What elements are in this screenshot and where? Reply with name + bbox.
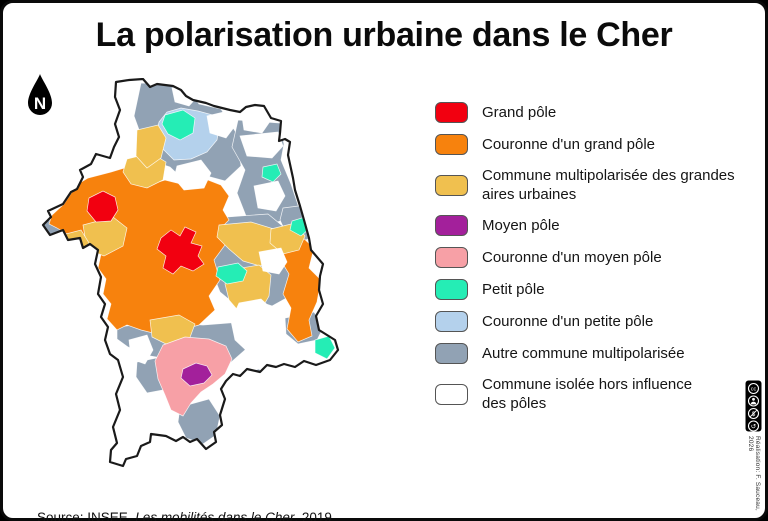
region-isolee (173, 159, 212, 191)
legend-item: Moyen pôle (435, 215, 737, 236)
legend-swatch (435, 383, 468, 405)
legend-swatch (435, 247, 468, 268)
nc-dollar-icon (747, 407, 760, 420)
legend-swatch (435, 343, 468, 364)
region-moyen-pole (180, 362, 213, 387)
region-isolee (239, 131, 284, 159)
legend-swatch (435, 279, 468, 300)
legend-swatch (435, 311, 468, 332)
cher-map (41, 78, 340, 468)
legend-swatch (435, 174, 468, 196)
legend-swatch (435, 134, 468, 155)
legend-label: Commune isolée hors influence des pôles (482, 376, 693, 412)
region-isolee (258, 247, 288, 275)
legend-swatch (435, 215, 468, 236)
page-title: La polarisation urbaine dans le Cher (95, 16, 673, 54)
by-person-icon (747, 395, 760, 407)
region-isolee (206, 110, 236, 139)
legend-label: Couronne d'un grand pôle (482, 136, 655, 153)
credit-text: Réalisation: F. Sauceau, 2026 (747, 436, 761, 511)
north-arrow-icon: N (28, 74, 52, 115)
source-publication: Les mobilités dans le Cher (135, 509, 295, 521)
region-grand-pole (86, 190, 119, 223)
communes-layer (43, 82, 336, 445)
svg-text:$: $ (752, 412, 756, 418)
region-isolee (253, 180, 286, 212)
region-petit-pole (261, 163, 282, 183)
north-label: N (34, 94, 46, 113)
legend-item: Commune multipolarisée des grandes aires… (435, 166, 737, 204)
region-isolee (230, 298, 279, 354)
cc-icon (747, 382, 760, 395)
legend-item: Autre commune multipolarisée (435, 343, 737, 364)
legend-label: Moyen pôle (482, 217, 560, 234)
legend-item: Commune isolée hors influence des pôles (435, 375, 737, 413)
sa-arrow-icon (747, 420, 760, 432)
region-grand-pole (156, 226, 205, 275)
region-isolee (240, 105, 272, 134)
cc-by-nc-sa-badge: cc $ ↺ (745, 380, 762, 432)
legend-swatch (435, 102, 468, 123)
legend-label: Couronne d'un petite pôle (482, 313, 654, 330)
source-prefix: Source: INSEE, (37, 509, 136, 521)
region-petit-pole (161, 109, 196, 141)
region-couronne-grand-pole (48, 165, 230, 336)
region-multipolarisee-grandes-aires (135, 124, 167, 169)
region-petit-pole (314, 335, 336, 360)
legend-label: Grand pôle (482, 104, 557, 121)
region-autre-multipolarisee (177, 398, 221, 445)
legend-item: Grand pôle (435, 102, 737, 123)
legend-label: Couronne d'un moyen pôle (482, 249, 662, 266)
source-note: Source: INSEE, Les mobilités dans le Che… (37, 510, 332, 521)
legend-item: Couronne d'un grand pôle (435, 134, 737, 155)
legend-label: Petit pôle (482, 281, 545, 298)
svg-text:cc: cc (751, 387, 757, 393)
legend-item: Couronne d'un petite pôle (435, 311, 737, 332)
legend-label: Commune multipolarisée des grandes aires… (482, 167, 735, 203)
region-petit-pole (215, 262, 248, 285)
region-couronne-grand-pole (279, 234, 322, 343)
svg-text:↺: ↺ (751, 424, 757, 431)
region-isolee (128, 334, 154, 365)
source-suffix: , 2019 (294, 509, 332, 521)
legend: Grand pôle Couronne d'un grand pôle Comm… (435, 102, 737, 413)
legend-label: Autre commune multipolarisée (482, 345, 685, 362)
legend-item: Petit pôle (435, 279, 737, 300)
legend-item: Couronne d'un moyen pôle (435, 247, 737, 268)
